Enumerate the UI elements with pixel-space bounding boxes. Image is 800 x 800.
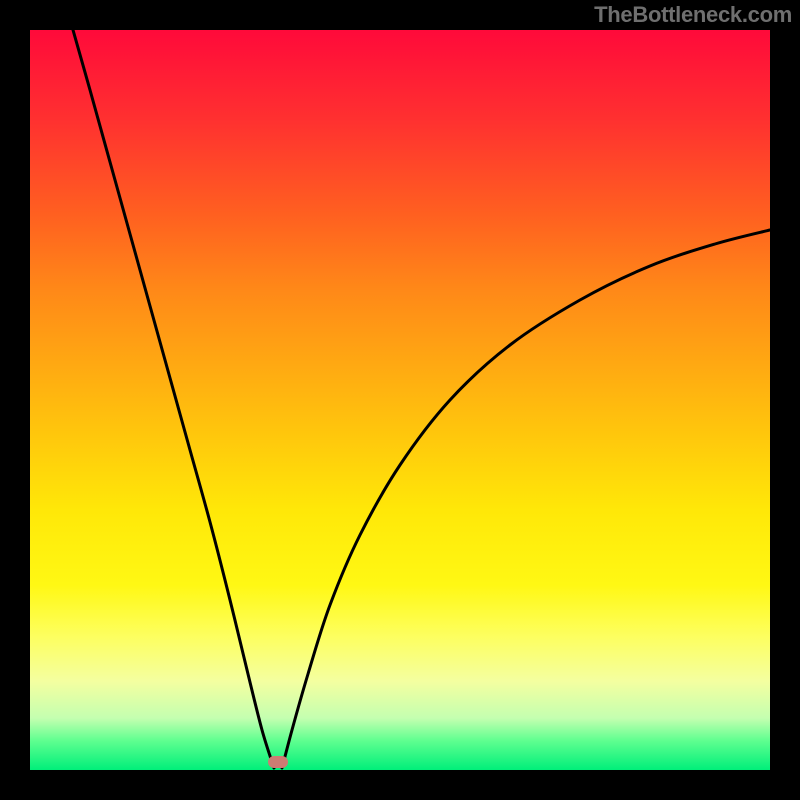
watermark-text: TheBottleneck.com bbox=[594, 2, 792, 28]
plot-area bbox=[30, 30, 770, 770]
minimum-marker bbox=[30, 30, 770, 770]
chart-frame: TheBottleneck.com bbox=[0, 0, 800, 800]
